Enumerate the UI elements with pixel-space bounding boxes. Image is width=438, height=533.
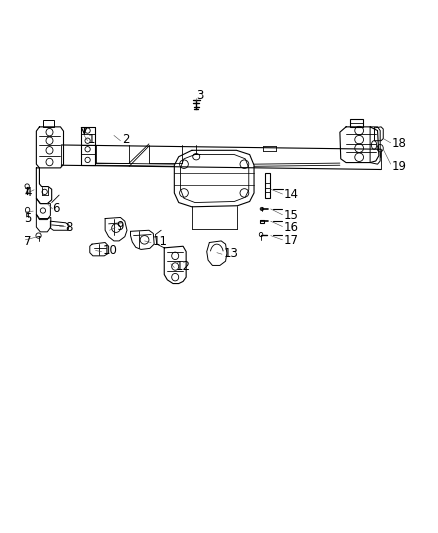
Text: 14: 14	[284, 188, 299, 200]
Text: 3: 3	[196, 90, 204, 102]
Text: 10: 10	[103, 244, 118, 257]
Text: 8: 8	[65, 221, 72, 233]
Text: 11: 11	[152, 235, 167, 248]
Text: 4: 4	[24, 187, 32, 199]
Bar	[260, 220, 264, 223]
Text: 1: 1	[88, 133, 95, 146]
Bar	[350, 119, 363, 127]
Bar	[265, 173, 270, 198]
Bar	[43, 120, 54, 127]
Text: 18: 18	[392, 138, 407, 150]
Text: 5: 5	[24, 212, 32, 225]
Text: 12: 12	[175, 260, 190, 273]
Text: 2: 2	[122, 133, 129, 146]
Text: 15: 15	[284, 209, 299, 222]
Text: 17: 17	[284, 235, 299, 247]
Text: 13: 13	[223, 247, 238, 260]
Text: 6: 6	[52, 203, 59, 215]
Text: 9: 9	[116, 220, 124, 233]
Text: 7: 7	[24, 235, 32, 248]
Text: 19: 19	[392, 160, 407, 173]
Text: 16: 16	[284, 221, 299, 234]
